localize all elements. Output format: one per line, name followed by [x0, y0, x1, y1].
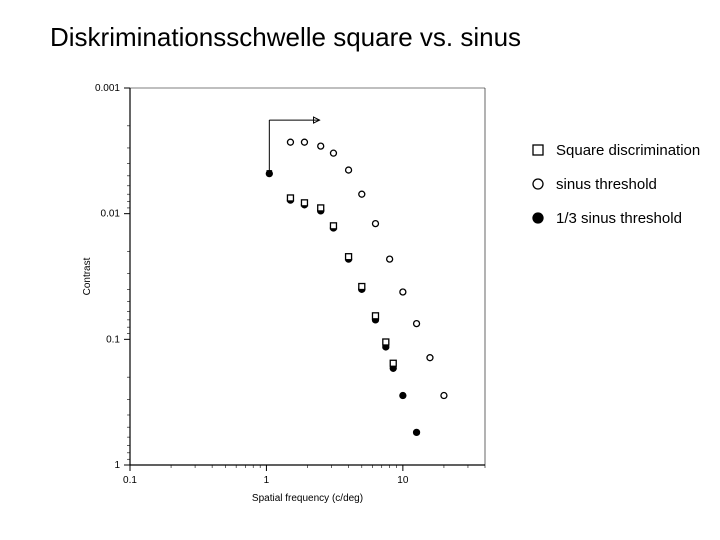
- svg-text:0.01: 0.01: [101, 209, 121, 220]
- page-title: Diskriminationsschwelle square vs. sinus: [50, 22, 521, 53]
- svg-text:1: 1: [264, 475, 270, 486]
- legend-label: Square discrimination: [556, 142, 700, 159]
- svg-text:10: 10: [397, 475, 409, 486]
- circle-filled-icon: [530, 210, 546, 226]
- svg-text:Spatial frequency (c/deg): Spatial frequency (c/deg): [252, 493, 363, 504]
- legend-item: Square discrimination: [530, 140, 700, 160]
- svg-text:0.1: 0.1: [123, 475, 137, 486]
- legend-label: sinus threshold: [556, 176, 657, 193]
- legend: Square discrimination sinus threshold 1/…: [530, 140, 700, 242]
- circle-open-icon: [530, 176, 546, 192]
- scatter-plot: 0.0010.010.110.1110Spatial frequency (c/…: [75, 70, 505, 520]
- legend-label: 1/3 sinus threshold: [556, 210, 682, 227]
- svg-text:0.1: 0.1: [106, 334, 120, 345]
- svg-text:1: 1: [114, 460, 120, 471]
- square-open-icon: [530, 142, 546, 158]
- svg-text:0.001: 0.001: [95, 83, 120, 94]
- legend-item: sinus threshold: [530, 174, 700, 194]
- legend-item: 1/3 sinus threshold: [530, 208, 700, 228]
- svg-text:Contrast: Contrast: [82, 257, 93, 295]
